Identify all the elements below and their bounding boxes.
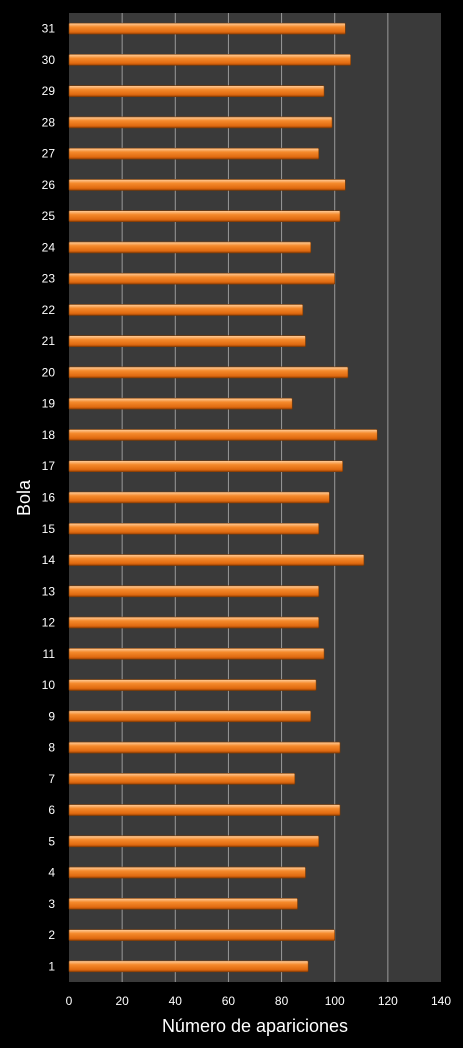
x-tick-label: 40 (169, 994, 183, 1008)
bar-13 (68, 585, 320, 598)
bar-29 (68, 85, 325, 97)
bar-15 (68, 522, 320, 535)
y-tick-label: 27 (42, 147, 56, 161)
bar-5 (68, 835, 320, 848)
y-tick-labels: 1234567891011121314151617181920212223242… (42, 22, 56, 974)
x-tick-label: 100 (325, 994, 345, 1008)
y-tick-label: 17 (42, 459, 56, 473)
bar-14 (68, 554, 365, 566)
y-tick-label: 21 (42, 334, 56, 348)
bar-30 (68, 54, 351, 66)
bar-4 (68, 866, 306, 879)
y-tick-label: 8 (48, 741, 55, 755)
bar-24 (68, 241, 312, 254)
y-tick-label: 23 (42, 272, 56, 286)
x-tick-labels: 0 20 40 60 80 100 120 140 (66, 994, 452, 1008)
x-tick-label: 20 (115, 994, 129, 1008)
y-tick-label: 10 (42, 678, 56, 692)
y-tick-label: 4 (48, 866, 55, 880)
x-tick-label: 120 (378, 994, 398, 1008)
x-tick-label: 140 (431, 994, 451, 1008)
y-tick-label: 9 (48, 709, 55, 723)
y-tick-label: 19 (42, 397, 56, 411)
y-tick-label: 6 (48, 803, 55, 817)
y-tick-label: 24 (42, 240, 56, 254)
bar-7 (68, 773, 296, 785)
bar-1 (68, 960, 309, 973)
y-tick-label: 18 (42, 428, 56, 442)
bar-23 (68, 272, 336, 285)
x-tick-label: 60 (222, 994, 236, 1008)
y-tick-label: 2 (48, 928, 55, 942)
y-tick-label: 15 (42, 522, 56, 536)
bar-16 (68, 491, 330, 504)
y-tick-label: 31 (42, 22, 56, 36)
y-tick-label: 5 (48, 834, 55, 848)
bar-25 (68, 210, 341, 222)
y-tick-label: 29 (42, 84, 56, 98)
y-tick-label: 1 (48, 959, 55, 973)
y-tick-label: 12 (42, 616, 56, 630)
y-tick-label: 3 (48, 897, 55, 911)
x-tick-label: 80 (275, 994, 289, 1008)
y-tick-label: 11 (43, 647, 56, 661)
bar-2 (68, 929, 336, 941)
bar-27 (68, 147, 320, 160)
y-tick-label: 20 (42, 365, 56, 379)
bar-20 (68, 366, 349, 379)
y-tick-label: 25 (42, 209, 56, 223)
bar-19 (68, 397, 293, 410)
bar-8 (68, 741, 341, 754)
bar-28 (68, 116, 333, 129)
y-axis-title: Bola (14, 479, 34, 516)
bar-18 (68, 429, 378, 441)
bars (68, 22, 378, 973)
y-tick-label: 13 (42, 584, 56, 598)
y-tick-label: 16 (42, 491, 56, 505)
y-tick-label: 22 (42, 303, 56, 317)
bar-3 (68, 898, 298, 910)
x-axis-title: Número de apariciones (162, 1016, 348, 1036)
bar-12 (68, 616, 320, 629)
y-tick-label: 30 (42, 53, 56, 67)
bar-17 (68, 460, 343, 473)
bar-26 (68, 179, 346, 191)
y-tick-label: 7 (48, 772, 55, 786)
bar-11 (68, 647, 325, 660)
y-tick-label: 28 (42, 115, 56, 129)
bar-6 (68, 804, 341, 816)
y-tick-label: 14 (42, 553, 56, 567)
y-tick-label: 26 (42, 178, 56, 192)
bar-9 (68, 710, 312, 723)
bar-21 (68, 335, 306, 348)
bar-10 (68, 679, 317, 691)
bar-22 (68, 304, 304, 316)
bar-31 (68, 22, 346, 35)
x-tick-label: 0 (66, 994, 73, 1008)
